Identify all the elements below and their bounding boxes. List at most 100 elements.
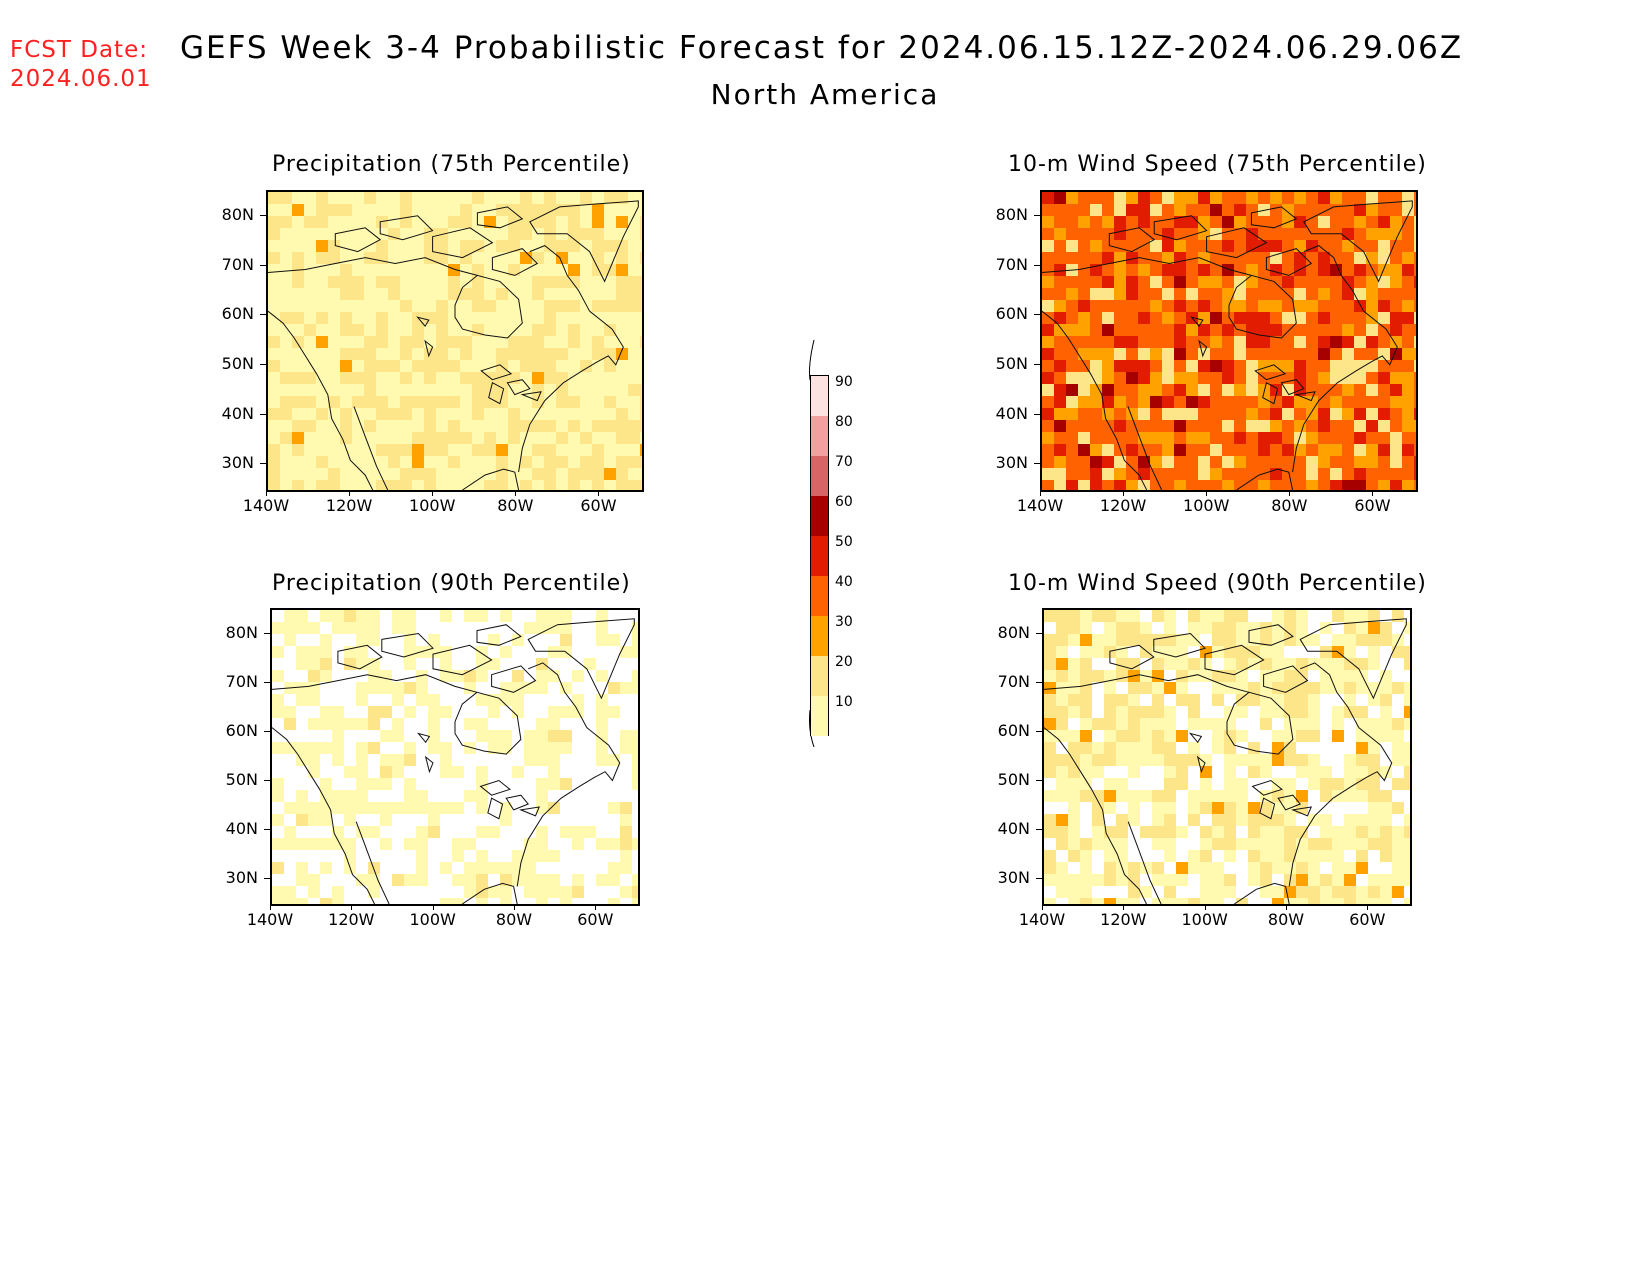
- field-cell: [392, 658, 405, 671]
- field-cell: [548, 766, 561, 779]
- field-cell: [332, 694, 345, 707]
- field-cell: [1210, 312, 1223, 325]
- field-cell: [1282, 252, 1295, 265]
- field-cell: [416, 766, 429, 779]
- field-cell: [388, 204, 401, 217]
- field-cell: [1404, 898, 1410, 904]
- field-cell: [328, 324, 341, 337]
- field-cell: [268, 300, 281, 313]
- field-cell: [380, 610, 393, 623]
- field-cell: [548, 802, 561, 815]
- field-cell: [604, 276, 617, 289]
- field-cell: [460, 372, 473, 385]
- field-cell: [1308, 694, 1321, 707]
- field-cell: [1414, 240, 1416, 253]
- field-cell: [292, 276, 305, 289]
- field-cell: [320, 754, 333, 767]
- field-cell: [1198, 372, 1211, 385]
- field-cell: [1330, 276, 1343, 289]
- field-cell: [1174, 312, 1187, 325]
- field-cell: [536, 862, 549, 875]
- field-cell: [1354, 288, 1367, 301]
- field-cell: [1270, 324, 1283, 337]
- field-cell: [1198, 204, 1211, 217]
- field-cell: [304, 372, 317, 385]
- field-cell: [1126, 216, 1139, 229]
- field-cell: [332, 742, 345, 755]
- field-cell: [1342, 372, 1355, 385]
- field-cell: [580, 276, 593, 289]
- field-cell: [1138, 264, 1151, 277]
- field-cell: [556, 276, 569, 289]
- field-cell: [328, 396, 341, 409]
- field-cell: [1078, 468, 1091, 481]
- field-cell: [1318, 276, 1331, 289]
- field-cell: [388, 480, 401, 490]
- field-cell: [1354, 324, 1367, 337]
- field-cell: [1152, 874, 1165, 887]
- field-cell: [544, 420, 557, 433]
- field-cell: [1344, 874, 1357, 887]
- field-cell: [1234, 216, 1247, 229]
- field-cell: [352, 420, 365, 433]
- field-cell: [1344, 826, 1357, 839]
- field-cell: [1234, 420, 1247, 433]
- field-cell: [512, 634, 525, 647]
- lat-tick-label: 70N: [221, 254, 254, 274]
- field-cell: [1236, 622, 1249, 635]
- field-cell: [400, 336, 413, 349]
- field-cell: [388, 396, 401, 409]
- field-cell: [280, 312, 293, 325]
- field-cell: [584, 718, 597, 731]
- field-cell: [308, 682, 321, 695]
- field-cell: [1392, 802, 1405, 815]
- field-cell: [392, 886, 405, 899]
- field-cell: [1090, 228, 1103, 241]
- field-cell: [1104, 850, 1117, 863]
- field-cell: [268, 444, 281, 457]
- field-cell: [1152, 790, 1165, 803]
- coastline: [379, 215, 434, 241]
- field-cell: [1054, 372, 1067, 385]
- field-cell: [1366, 216, 1379, 229]
- field-cell: [1210, 216, 1223, 229]
- field-cell: [308, 814, 321, 827]
- map-field: [268, 192, 642, 490]
- field-cell: [628, 396, 641, 409]
- field-cell: [1174, 300, 1187, 313]
- field-cell: [1080, 610, 1093, 623]
- field-cell: [1402, 240, 1415, 253]
- field-cell: [428, 814, 441, 827]
- field-cell: [632, 754, 638, 767]
- field-cell: [572, 742, 585, 755]
- field-cell: [1344, 610, 1357, 623]
- field-cell: [1332, 622, 1345, 635]
- field-cell: [1272, 862, 1285, 875]
- field-cell: [1188, 778, 1201, 791]
- field-cell: [1152, 670, 1165, 683]
- field-cell: [272, 814, 285, 827]
- field-cell: [1188, 610, 1201, 623]
- field-cell: [640, 420, 642, 433]
- field-cell: [1140, 778, 1153, 791]
- field-cell: [1294, 192, 1307, 205]
- field-cell: [1210, 252, 1223, 265]
- panel-title: 10-m Wind Speed (90th Percentile): [1008, 571, 1427, 596]
- field-cell: [1404, 790, 1410, 803]
- field-cell: [1150, 240, 1163, 253]
- field-cell: [320, 766, 333, 779]
- map-field: [272, 610, 638, 904]
- field-cell: [620, 826, 633, 839]
- field-cell: [392, 802, 405, 815]
- field-cell: [536, 778, 549, 791]
- field-cell: [364, 396, 377, 409]
- field-cell: [308, 826, 321, 839]
- field-cell: [344, 694, 357, 707]
- field-cell: [476, 850, 489, 863]
- field-cell: [1078, 240, 1091, 253]
- field-cell: [416, 706, 429, 719]
- field-cell: [1354, 336, 1367, 349]
- field-cell: [352, 432, 365, 445]
- field-cell: [1080, 622, 1093, 635]
- field-cell: [1368, 610, 1381, 623]
